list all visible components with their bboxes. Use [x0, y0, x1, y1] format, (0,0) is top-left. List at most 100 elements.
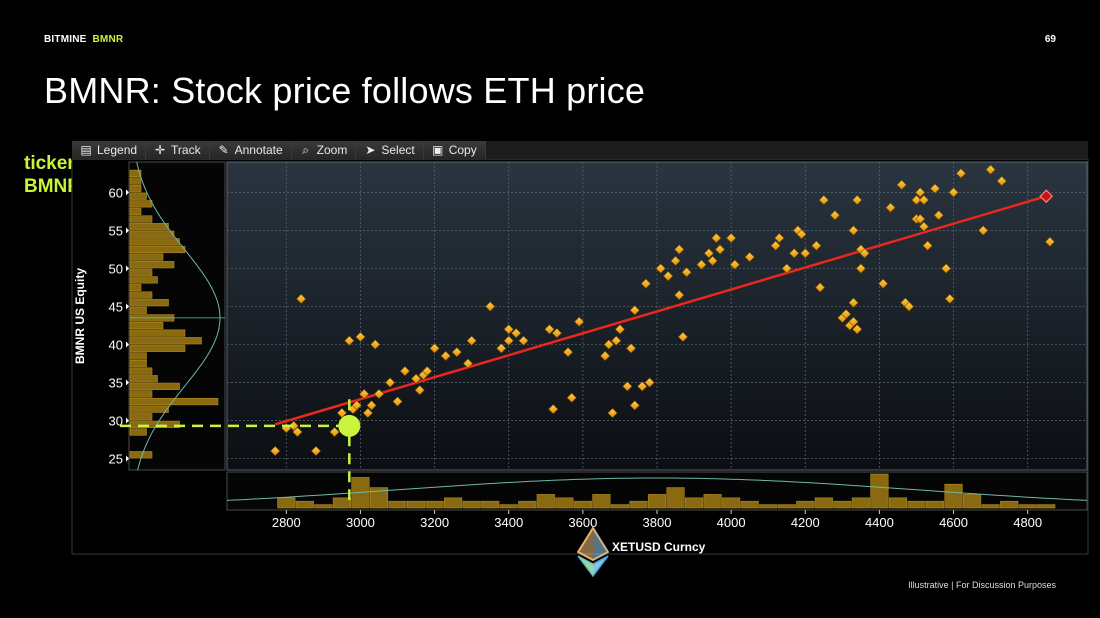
y-histogram-bar: [129, 337, 202, 345]
scatter-point: [451, 347, 462, 358]
current-marker: [338, 414, 361, 437]
x-histogram-bar: [759, 504, 778, 509]
scatter-point: [674, 244, 685, 255]
scatter-point: [922, 240, 933, 251]
scatter-point: [614, 324, 625, 335]
y-tick-label: 40: [109, 338, 123, 353]
y-histogram-bar: [129, 276, 158, 284]
y-axis-label: BMNR US Equity: [73, 268, 87, 364]
scatter-point: [985, 164, 996, 175]
scatter-point: [848, 316, 859, 327]
y-histogram-bar: [129, 306, 147, 314]
x-histogram-bar: [777, 504, 796, 509]
scatter-point: [296, 293, 307, 304]
y-histogram-bar: [129, 268, 153, 276]
scatter-point: [414, 385, 425, 396]
scatter-point: [915, 214, 926, 225]
scatter-point: [359, 388, 370, 399]
scatter-point: [911, 195, 922, 206]
y-histogram-bar: [129, 283, 142, 292]
y-histogram-bar: [129, 344, 186, 352]
x-histogram-bar: [870, 473, 889, 509]
y-tick-mark: [126, 265, 129, 272]
scatter-point: [611, 335, 622, 346]
annotate-button[interactable]: ✎ Annotate: [209, 141, 292, 159]
scatter-point: [855, 263, 866, 274]
x-histogram-bar: [814, 497, 833, 509]
scatter-point: [429, 343, 440, 354]
page-number: 69: [1044, 34, 1056, 45]
x-histogram-bar: [592, 494, 611, 509]
scatter-point: [351, 400, 362, 411]
copy-button-label: Copy: [448, 143, 477, 157]
scatter-point: [503, 324, 514, 335]
y-histogram-bar: [129, 299, 169, 307]
brand-header: BITMINE BMNR: [44, 34, 123, 45]
x-tick-label: 3200: [420, 515, 449, 530]
scatter-point: [622, 381, 633, 392]
scatter-point: [310, 445, 321, 457]
scatter-point: [411, 373, 422, 384]
copy-button[interactable]: ▣ Copy: [423, 141, 486, 159]
x-tick-label: 3600: [568, 515, 597, 530]
scatter-point: [918, 195, 929, 206]
scatter-point: [848, 225, 859, 236]
x-axis-label: XETUSD Curncy: [612, 540, 706, 554]
legend-button[interactable]: ▤ Legend: [72, 141, 147, 159]
zoom-button[interactable]: ⌕ Zoom: [291, 141, 357, 159]
scatter-point: [626, 343, 637, 354]
y-histogram-bar: [129, 238, 180, 246]
y-tick-mark: [126, 341, 129, 348]
scatter-point: [703, 248, 714, 259]
x-histogram-bar: [610, 504, 629, 509]
track-button[interactable]: ✛ Track: [146, 141, 210, 159]
x-histogram-bar: [518, 500, 537, 509]
scatter-point: [496, 343, 507, 354]
scatter-point: [336, 407, 347, 418]
y-tick-label: 45: [109, 299, 123, 314]
x-histogram-bar: [944, 483, 963, 509]
y-tick-mark: [126, 455, 129, 462]
scatter-point: [859, 248, 870, 259]
y-histogram-bar: [129, 230, 175, 238]
x-histogram-curve: [226, 477, 1088, 501]
scatter-point: [815, 282, 826, 293]
scatter-point: [485, 301, 496, 312]
y-histogram-bar: [129, 253, 164, 261]
scatter-point: [852, 195, 863, 206]
scatter-point: [711, 233, 722, 244]
scatter-point: [878, 278, 889, 289]
y-histogram-bar: [129, 200, 153, 208]
y-tick-label: 60: [109, 185, 123, 200]
scatter-point: [629, 305, 640, 316]
scatter-point: [955, 168, 966, 179]
y-tick-label: 30: [109, 414, 123, 429]
track-button-label: Track: [171, 143, 201, 157]
y-histogram: [129, 161, 225, 471]
scatter-point: [948, 187, 959, 198]
annotate-button-label: Annotate: [234, 143, 283, 157]
x-histogram-bar: [666, 487, 685, 509]
x-histogram-bar: [888, 497, 908, 509]
x-histogram-bar: [277, 497, 296, 509]
x-histogram-bar: [462, 500, 481, 509]
current-marker-group: [120, 399, 361, 500]
scatter-point: [674, 290, 685, 301]
y-tick-label: 25: [109, 452, 123, 467]
x-tick-label: 3800: [643, 515, 672, 530]
x-histogram-bar: [499, 504, 518, 509]
scatter-point: [329, 426, 340, 437]
chart-toolbar: ▤ Legend ✛ Track ✎ Annotate ⌕ Zoom ➤ Select ▣…: [72, 141, 1088, 160]
scatter-point: [811, 240, 822, 251]
y-histogram-curve: [136, 161, 221, 471]
scatter-point: [670, 255, 681, 266]
scatter-point: [996, 175, 1007, 187]
scatter-point: [637, 381, 648, 392]
y-histogram-bar: [129, 420, 180, 428]
y-histogram-bar: [129, 261, 175, 269]
scatter-point: [373, 388, 385, 399]
x-histogram-bar: [907, 500, 926, 509]
select-button[interactable]: ➤ Select: [356, 141, 424, 159]
y-histogram-bar: [129, 177, 142, 185]
